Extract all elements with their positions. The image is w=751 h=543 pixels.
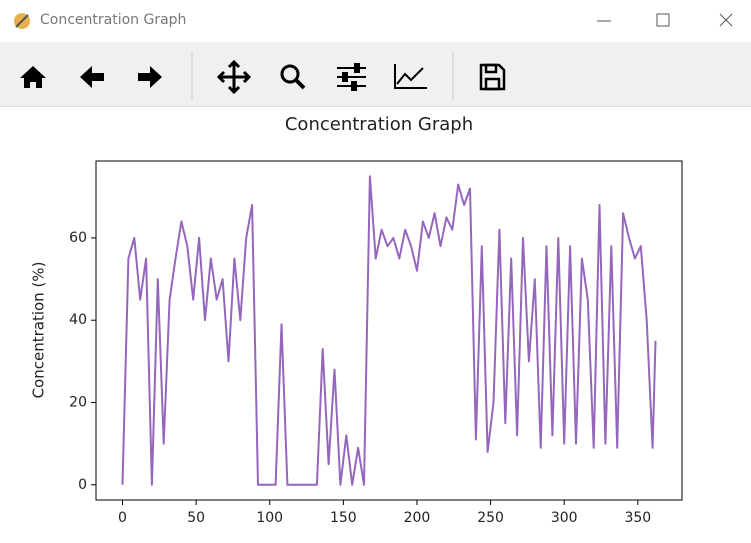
x-tick-label: 350 [624, 510, 651, 526]
chart: Concentration Graph Concentration (%) 0 2… [30, 114, 683, 526]
forward-button[interactable] [138, 66, 162, 88]
plot-frame [95, 160, 683, 501]
toolbar-icons [20, 52, 506, 100]
maximize-button[interactable] [656, 13, 670, 27]
window-controls [597, 13, 733, 27]
x-tick-label: 0 [118, 510, 127, 526]
x-tick-label: 50 [187, 510, 205, 526]
data-line [121, 175, 657, 486]
edit-axes-button[interactable] [394, 64, 427, 89]
x-tick-label: 300 [551, 510, 578, 526]
x-tick-label: 100 [256, 510, 283, 526]
y-axis-label: Concentration (%) [30, 262, 48, 399]
y-tick-label: 0 [78, 477, 87, 493]
y-tick-label: 40 [69, 312, 87, 328]
home-button[interactable] [20, 66, 46, 88]
window-title: Concentration Graph [40, 12, 187, 28]
y-tick-label: 20 [69, 394, 87, 410]
chart-title: Concentration Graph [285, 114, 473, 135]
toolbar [0, 42, 751, 107]
close-button[interactable] [719, 13, 733, 27]
x-tick-label: 200 [404, 510, 431, 526]
save-button[interactable] [479, 63, 506, 91]
app-icon [14, 13, 30, 29]
back-button[interactable] [80, 66, 104, 88]
title-bar: Concentration Graph [0, 0, 751, 42]
x-tick-label: 150 [330, 510, 357, 526]
zoom-button[interactable] [280, 64, 306, 90]
configure-button[interactable] [337, 63, 366, 91]
y-tick-label: 60 [69, 230, 87, 246]
x-tick-label: 250 [477, 510, 504, 526]
pan-button[interactable] [216, 59, 252, 95]
